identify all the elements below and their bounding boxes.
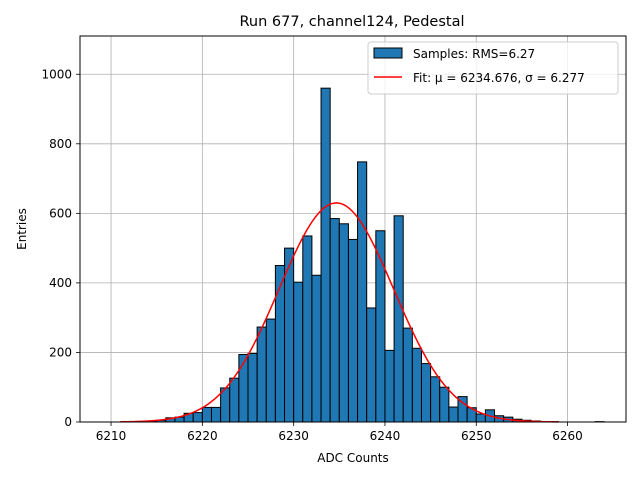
y-axis-label: Entries xyxy=(15,208,29,250)
y-tick-label: 600 xyxy=(49,206,72,220)
histogram-bar xyxy=(302,235,313,423)
histogram-bar xyxy=(192,412,203,423)
histogram-bar xyxy=(393,215,404,423)
histogram-bar xyxy=(201,406,212,423)
histogram-bar xyxy=(439,386,450,423)
x-tick-label: 6230 xyxy=(278,429,309,443)
histogram-bar xyxy=(384,349,395,423)
histogram-bar xyxy=(347,238,359,423)
y-tick-label: 800 xyxy=(49,137,72,151)
histogram-bar xyxy=(256,326,267,423)
y-tick-label: 400 xyxy=(49,276,72,290)
x-axis-label: ADC Counts xyxy=(317,451,389,465)
histogram-bar xyxy=(210,406,222,423)
histogram-bar xyxy=(475,413,486,423)
histogram-bar xyxy=(329,218,340,423)
histogram-bar xyxy=(293,281,304,423)
fit-curve xyxy=(120,202,559,423)
histogram-bar xyxy=(265,318,276,423)
legend-frame xyxy=(367,41,619,95)
x-tick-label: 6250 xyxy=(461,429,492,443)
y-tick-label: 200 xyxy=(49,345,72,359)
histogram-bar xyxy=(338,223,349,423)
chart-title: Run 677, channel124, Pedestal xyxy=(239,14,464,30)
plot-frame xyxy=(79,35,627,423)
legend: Samples: RMS=6.27 Fit: μ = 6234.676, σ =… xyxy=(367,41,619,95)
histogram-bar xyxy=(320,87,331,423)
histogram-bar xyxy=(411,347,422,423)
histogram-bar xyxy=(311,274,322,423)
histogram-bar xyxy=(402,327,413,423)
histogram-bars xyxy=(128,87,605,423)
x-tick-label: 6240 xyxy=(370,429,401,443)
histogram-bar xyxy=(430,376,441,423)
x-tick-label: 6210 xyxy=(96,429,127,443)
legend-label-samples: Samples: RMS=6.27 xyxy=(413,47,535,61)
legend-label-fit: Fit: μ = 6234.676, σ = 6.277 xyxy=(413,71,585,85)
x-tick-label: 6220 xyxy=(187,429,218,443)
histogram-bar xyxy=(238,354,249,423)
histogram-bar xyxy=(448,406,459,423)
histogram-bar xyxy=(229,377,240,423)
y-axis-ticks: 0 200 400 600 800 1000 xyxy=(41,67,80,429)
histogram-bar xyxy=(420,363,432,423)
x-axis-ticks: 6210 6220 6230 6240 6250 6260 xyxy=(96,422,583,443)
x-tick-label: 6260 xyxy=(552,429,583,443)
y-tick-label: 1000 xyxy=(41,67,72,81)
histogram-bar xyxy=(274,265,286,423)
histogram-bar xyxy=(247,352,258,423)
histogram-bar xyxy=(357,161,368,423)
y-tick-label: 0 xyxy=(64,415,72,429)
legend-swatch-samples xyxy=(373,47,403,59)
histogram-bar xyxy=(366,307,377,423)
